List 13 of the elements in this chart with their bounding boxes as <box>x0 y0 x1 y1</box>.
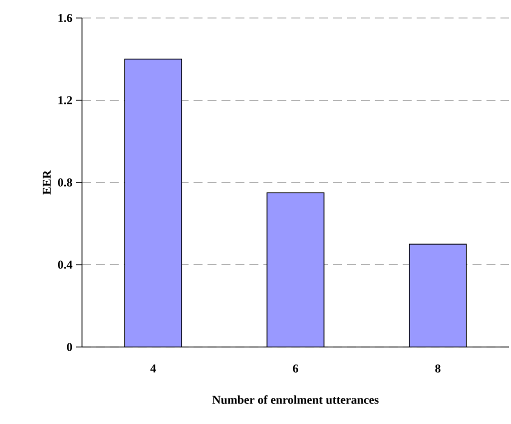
bar <box>124 59 182 347</box>
y-tick-label: 0.4 <box>58 260 72 269</box>
bar <box>267 192 324 347</box>
bar <box>408 244 467 347</box>
x-tick-label: 4 <box>150 364 156 372</box>
x-tick-label: 8 <box>435 364 440 373</box>
y-tick-label: 0.8 <box>58 178 72 187</box>
y-axis-title: EER <box>42 170 51 195</box>
x-axis-title: Number of enrolment utterances <box>212 395 379 404</box>
y-tick-label: 0 <box>66 342 72 352</box>
y-tick-label: 1.2 <box>58 96 72 104</box>
x-tick-label: 6 <box>292 364 298 372</box>
y-tick-label: 1.6 <box>58 14 72 22</box>
